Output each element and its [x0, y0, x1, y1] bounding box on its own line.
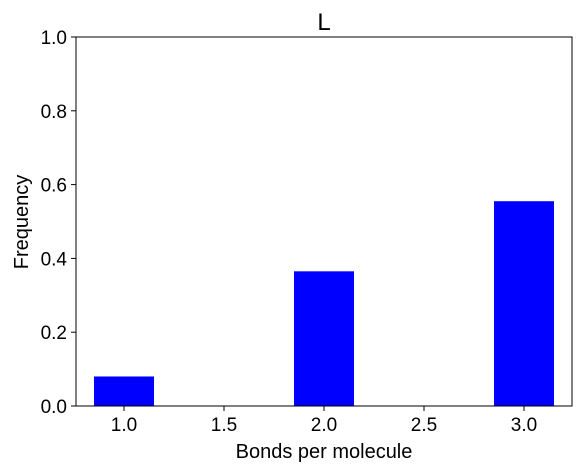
x-tick-label: 1.0 — [111, 415, 137, 436]
y-tick-label: 0.6 — [41, 176, 67, 197]
y-tick-label: 0.4 — [41, 249, 68, 270]
x-tick-label: 3.0 — [511, 415, 537, 436]
chart-title: L — [317, 9, 330, 36]
y-tick-label: 0.2 — [41, 323, 67, 344]
x-tick-label: 2.5 — [411, 415, 437, 436]
x-tick-label: 1.5 — [211, 415, 237, 436]
y-axis-label: Frequency — [11, 175, 33, 270]
bar — [94, 376, 154, 406]
bar — [494, 201, 554, 406]
y-tick-label: 0.0 — [41, 397, 67, 418]
x-tick-label: 2.0 — [311, 415, 337, 436]
x-axis-label: Bonds per molecule — [236, 441, 413, 463]
y-tick-label: 1.0 — [41, 28, 67, 49]
bar — [294, 271, 354, 406]
plot-area: 1.0 1.5 2.0 2.5 3.0 0.0 0.2 0.4 0.6 0.8 1.0 — [41, 28, 573, 436]
y-tick-label: 0.8 — [41, 102, 67, 123]
